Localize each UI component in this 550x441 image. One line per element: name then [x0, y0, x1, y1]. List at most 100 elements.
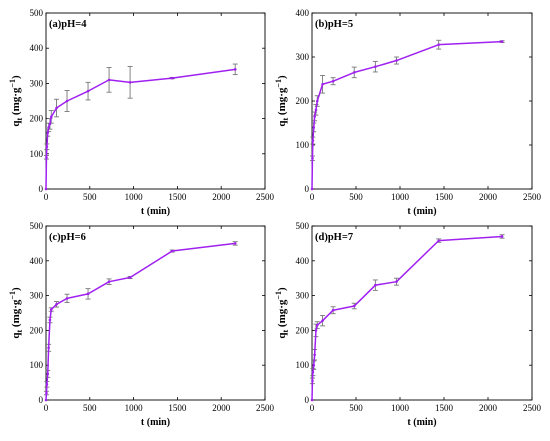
data-point — [55, 303, 58, 306]
y-tick-label: 200 — [296, 325, 310, 335]
data-point — [233, 242, 237, 245]
y-tick-label: 200 — [296, 96, 310, 106]
plot-frame — [45, 225, 266, 401]
data-point — [374, 65, 377, 68]
y-axis-label-part: −1 — [274, 79, 283, 88]
data-point — [311, 156, 314, 160]
x-tick-label: 2500 — [523, 192, 542, 202]
data-point — [86, 89, 90, 93]
y-axis-label-part: (mg·g — [276, 87, 288, 118]
y-axis-label-part: t — [15, 330, 24, 333]
series-line — [45, 68, 236, 190]
data-point — [49, 115, 53, 119]
panel-c-chart: 0 500 1000 1500 2000 2500 0 100 200 300 400 500 t (m… — [8, 221, 275, 428]
data-point — [107, 280, 111, 283]
y-axis-label: qt (mg·g−1) — [8, 287, 24, 339]
data-point — [437, 239, 441, 242]
data-point — [331, 79, 335, 83]
data-point — [46, 372, 50, 376]
y-axis-label: qt (mg·g−1) — [8, 75, 24, 127]
y-tick-label: 200 — [30, 325, 44, 335]
data-point — [48, 122, 52, 126]
data-point — [321, 319, 324, 322]
data-point — [315, 99, 319, 103]
x-tick-label: 0 — [44, 192, 49, 202]
y-tick-label: 0 — [39, 184, 44, 194]
y-axis-label-part: q — [276, 332, 288, 339]
x-tick-label: 0 — [44, 403, 49, 413]
data-point — [315, 323, 319, 327]
y-tick-label: 100 — [30, 360, 44, 370]
x-tick-label: 2000 — [479, 192, 498, 202]
data-point — [44, 187, 48, 191]
y-tick-label: 0 — [305, 184, 310, 194]
data-point — [170, 76, 174, 80]
data-point — [48, 318, 52, 322]
panel-title-d: (d)pH=7 — [315, 232, 353, 243]
plot-frame — [311, 225, 533, 401]
y-axis-label-part: ) — [276, 287, 288, 291]
data-point — [500, 40, 504, 43]
x-tick-label: 0 — [310, 192, 315, 202]
data-point — [352, 304, 356, 308]
data-point — [374, 283, 377, 287]
x-axis-label: t (min) — [141, 206, 170, 217]
data-point — [107, 78, 111, 82]
series-line — [45, 242, 236, 401]
data-point — [312, 363, 316, 367]
data-point — [313, 353, 316, 357]
data-point — [65, 297, 69, 300]
data-point — [55, 106, 58, 110]
x-tick-label: 2500 — [256, 192, 275, 202]
y-tick-label: 300 — [30, 291, 44, 301]
x-tick-label: 1500 — [435, 403, 454, 413]
data-point — [46, 131, 50, 134]
x-tick-label: 2000 — [479, 403, 498, 413]
y-axis-label-part: t — [15, 118, 24, 121]
x-tick-label: 1000 — [125, 192, 144, 202]
y-axis-label-part: ) — [10, 75, 22, 79]
data-point — [314, 108, 318, 112]
y-axis-label-part: t — [281, 118, 290, 121]
x-axis-label: t (min) — [141, 417, 170, 428]
panel-b-chart: 0 500 1000 1500 2000 2500 0 100 200 300 400 t (min)… — [274, 8, 542, 217]
y-tick-label: 500 — [30, 221, 44, 231]
plot-frame — [311, 12, 533, 190]
y-tick-label: 100 — [296, 140, 310, 150]
plot-frame — [45, 12, 266, 190]
data-point — [310, 398, 314, 402]
x-tick-label: 500 — [349, 192, 363, 202]
series-line — [311, 235, 503, 401]
x-tick-label: 2500 — [256, 403, 275, 413]
data-point — [311, 379, 314, 383]
y-tick-label: 300 — [30, 78, 44, 88]
data-point — [44, 398, 48, 402]
x-tick-label: 2000 — [212, 403, 231, 413]
data-point — [321, 82, 324, 86]
y-axis-label-part: q — [276, 120, 288, 127]
data-point — [233, 68, 237, 71]
y-axis-label-part: t — [281, 330, 290, 333]
panel-title-a: (a)pH=4 — [49, 19, 87, 30]
data-point — [45, 156, 48, 159]
y-axis-label-part: −1 — [8, 291, 17, 300]
y-axis-label-part: (mg·g — [10, 87, 22, 118]
y-tick-label: 200 — [30, 114, 44, 124]
y-tick-label: 500 — [296, 221, 310, 231]
data-point — [47, 126, 50, 129]
data-point — [45, 145, 49, 149]
data-point — [311, 139, 315, 142]
data-point — [437, 43, 441, 46]
x-axis-label: t (min) — [407, 206, 436, 217]
y-tick-label: 0 — [305, 395, 310, 405]
data-point — [45, 391, 48, 395]
data-point — [128, 81, 132, 84]
data-point — [86, 292, 90, 296]
series-line — [311, 40, 503, 190]
data-point — [45, 383, 49, 386]
data-point — [128, 276, 132, 279]
data-point — [65, 99, 69, 103]
y-tick-label: 400 — [30, 43, 44, 53]
panel-a-chart: 0 500 1000 1500 2000 2500 0 100 200 300 400 500 t (m… — [8, 8, 275, 217]
